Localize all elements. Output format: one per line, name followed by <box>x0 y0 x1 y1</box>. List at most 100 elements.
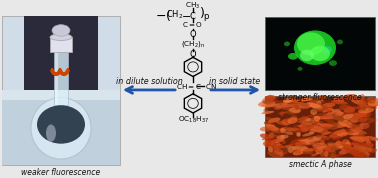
Ellipse shape <box>269 132 274 138</box>
Ellipse shape <box>296 103 313 108</box>
Ellipse shape <box>294 127 309 133</box>
Ellipse shape <box>311 138 322 143</box>
Ellipse shape <box>271 138 284 143</box>
Ellipse shape <box>330 153 336 159</box>
Ellipse shape <box>300 117 313 124</box>
Ellipse shape <box>370 148 377 153</box>
Ellipse shape <box>305 137 322 143</box>
Ellipse shape <box>330 153 346 158</box>
Ellipse shape <box>330 124 338 127</box>
Ellipse shape <box>342 139 350 145</box>
Ellipse shape <box>302 132 314 137</box>
Ellipse shape <box>286 145 294 149</box>
Ellipse shape <box>344 107 355 113</box>
Ellipse shape <box>276 103 287 108</box>
Ellipse shape <box>295 141 307 147</box>
Ellipse shape <box>342 147 356 154</box>
Ellipse shape <box>322 110 328 112</box>
Ellipse shape <box>305 136 320 140</box>
Ellipse shape <box>350 136 365 141</box>
Ellipse shape <box>350 150 364 157</box>
Ellipse shape <box>306 102 323 109</box>
Ellipse shape <box>350 143 366 148</box>
Ellipse shape <box>304 96 307 99</box>
Ellipse shape <box>279 152 284 156</box>
Ellipse shape <box>316 101 322 107</box>
Ellipse shape <box>321 124 329 127</box>
Text: $\mathsf{CH_2}$: $\mathsf{CH_2}$ <box>166 9 184 21</box>
Ellipse shape <box>324 146 336 152</box>
Ellipse shape <box>362 143 374 148</box>
Ellipse shape <box>355 97 359 101</box>
Ellipse shape <box>293 150 303 155</box>
Ellipse shape <box>361 117 376 121</box>
Ellipse shape <box>288 108 301 114</box>
Ellipse shape <box>311 120 324 123</box>
Ellipse shape <box>305 118 311 121</box>
Ellipse shape <box>332 135 343 140</box>
Ellipse shape <box>336 144 343 148</box>
Ellipse shape <box>339 116 345 120</box>
Ellipse shape <box>310 46 330 61</box>
Ellipse shape <box>265 102 268 105</box>
Ellipse shape <box>345 132 351 135</box>
Ellipse shape <box>329 130 346 138</box>
Ellipse shape <box>284 41 290 46</box>
Ellipse shape <box>329 153 336 158</box>
Ellipse shape <box>297 32 325 55</box>
Ellipse shape <box>270 142 274 145</box>
Ellipse shape <box>308 103 322 109</box>
Ellipse shape <box>319 146 335 149</box>
Ellipse shape <box>326 144 340 150</box>
Text: $\mathsf{CN}$: $\mathsf{CN}$ <box>205 82 217 91</box>
Ellipse shape <box>284 127 296 132</box>
Ellipse shape <box>316 96 324 101</box>
Ellipse shape <box>266 124 278 130</box>
Ellipse shape <box>285 111 294 115</box>
Ellipse shape <box>321 116 330 119</box>
Ellipse shape <box>299 123 314 129</box>
Ellipse shape <box>357 152 367 157</box>
Ellipse shape <box>268 95 273 101</box>
Ellipse shape <box>319 135 330 140</box>
Ellipse shape <box>359 120 375 126</box>
Ellipse shape <box>333 116 338 119</box>
Ellipse shape <box>282 103 288 107</box>
Ellipse shape <box>264 140 281 146</box>
Ellipse shape <box>351 116 363 120</box>
Ellipse shape <box>315 148 323 154</box>
Ellipse shape <box>272 127 284 131</box>
Ellipse shape <box>369 99 376 104</box>
Ellipse shape <box>262 134 278 140</box>
Ellipse shape <box>361 151 370 156</box>
Ellipse shape <box>300 50 314 61</box>
Ellipse shape <box>309 125 324 132</box>
Ellipse shape <box>304 149 313 154</box>
Text: smectic A phase: smectic A phase <box>288 160 352 169</box>
Ellipse shape <box>341 128 344 134</box>
Ellipse shape <box>346 131 359 135</box>
Ellipse shape <box>260 134 272 139</box>
Ellipse shape <box>345 147 349 153</box>
Ellipse shape <box>283 100 293 103</box>
Ellipse shape <box>265 137 276 144</box>
Ellipse shape <box>276 102 287 108</box>
Ellipse shape <box>361 105 369 108</box>
Ellipse shape <box>345 142 351 148</box>
Ellipse shape <box>339 105 352 111</box>
Ellipse shape <box>261 101 272 104</box>
Ellipse shape <box>360 103 367 109</box>
Text: $\mathsf{C{=}O}$: $\mathsf{C{=}O}$ <box>183 20 204 29</box>
Ellipse shape <box>352 132 365 138</box>
Ellipse shape <box>359 118 367 122</box>
Ellipse shape <box>266 137 269 139</box>
Ellipse shape <box>268 117 280 123</box>
Bar <box>54 48 68 105</box>
Text: $\mathsf{(CH_2)_n}$: $\mathsf{(CH_2)_n}$ <box>181 39 205 49</box>
Ellipse shape <box>288 146 294 153</box>
Ellipse shape <box>364 103 371 109</box>
Ellipse shape <box>367 97 378 103</box>
Ellipse shape <box>260 126 275 132</box>
Ellipse shape <box>278 112 287 114</box>
Ellipse shape <box>307 114 316 117</box>
